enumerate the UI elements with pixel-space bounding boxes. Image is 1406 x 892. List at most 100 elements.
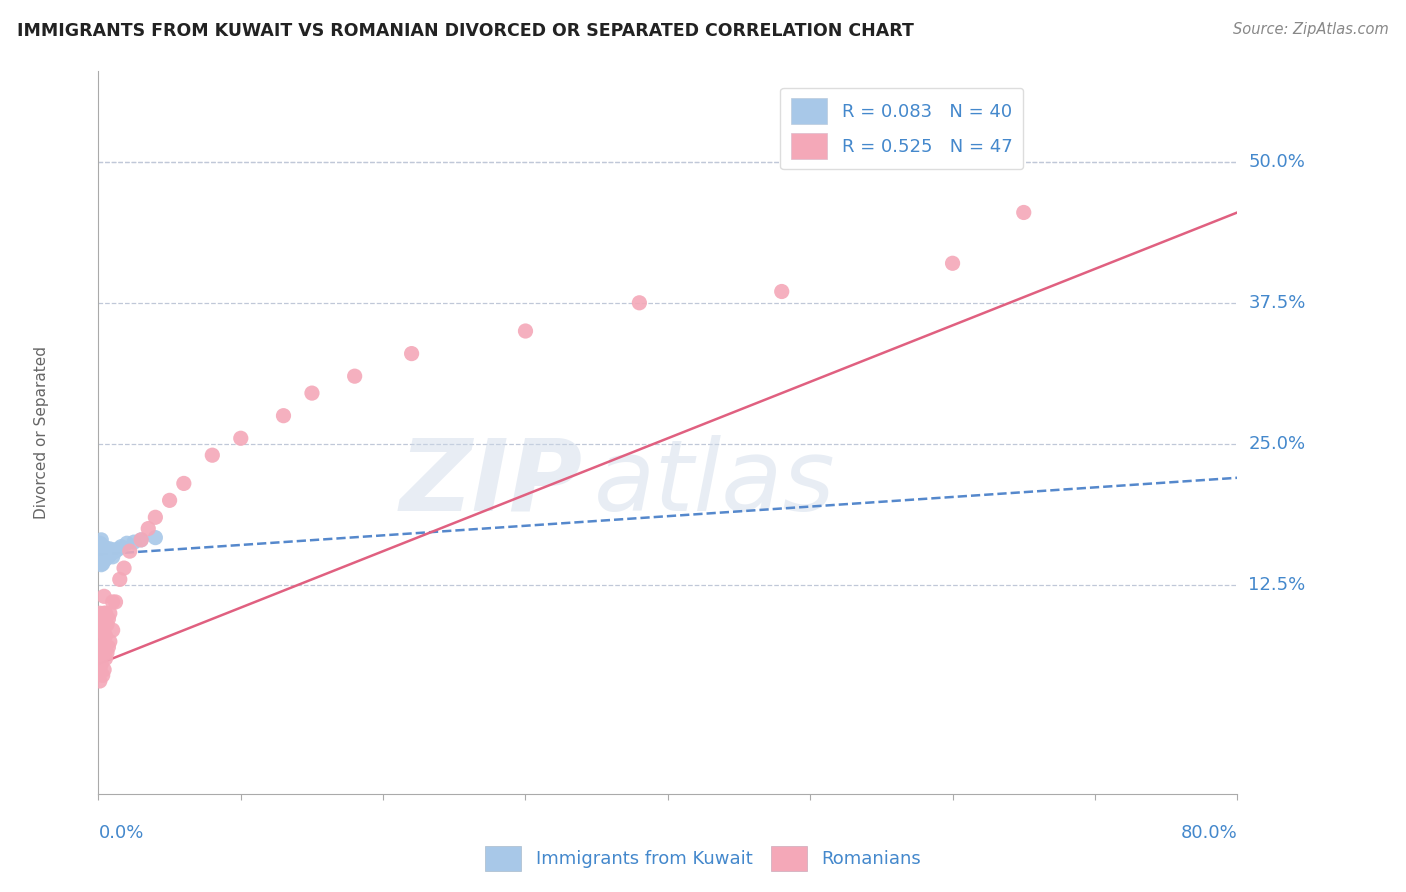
Point xyxy=(90,537,112,551)
Point xyxy=(94,651,117,665)
Point xyxy=(173,476,195,491)
Point xyxy=(515,324,537,338)
Text: 12.5%: 12.5% xyxy=(1249,576,1306,594)
Point xyxy=(89,607,111,621)
Point xyxy=(94,541,117,555)
Point xyxy=(159,493,181,508)
Point xyxy=(91,546,114,560)
Point xyxy=(98,607,121,621)
Point xyxy=(94,552,117,566)
Point xyxy=(89,541,111,555)
Point xyxy=(129,533,152,547)
Point xyxy=(93,663,115,677)
Point xyxy=(104,544,127,558)
Text: atlas: atlas xyxy=(593,434,835,532)
Point xyxy=(104,595,127,609)
Point xyxy=(91,646,114,660)
Point xyxy=(89,673,111,688)
Point xyxy=(90,558,112,572)
Point xyxy=(98,548,121,562)
Point xyxy=(101,543,124,558)
Point xyxy=(301,386,323,401)
Point xyxy=(91,557,114,571)
Point xyxy=(93,548,115,562)
Point xyxy=(89,556,111,570)
Point xyxy=(129,533,152,547)
Point xyxy=(91,541,114,555)
Point xyxy=(94,546,117,560)
Point xyxy=(145,531,167,545)
Point xyxy=(770,285,793,299)
Point xyxy=(122,535,145,549)
Point xyxy=(97,612,120,626)
Point xyxy=(89,548,111,562)
Point xyxy=(101,623,124,637)
Point xyxy=(98,541,121,556)
Point xyxy=(101,595,124,609)
Point xyxy=(97,640,120,654)
Point xyxy=(229,431,252,445)
Point xyxy=(100,546,122,560)
Text: 25.0%: 25.0% xyxy=(1249,435,1306,453)
Point xyxy=(96,544,118,558)
Point xyxy=(112,561,135,575)
Point xyxy=(96,549,118,564)
Point xyxy=(89,629,111,643)
Text: Source: ZipAtlas.com: Source: ZipAtlas.com xyxy=(1233,22,1389,37)
Point xyxy=(91,668,114,682)
Legend: Immigrants from Kuwait, Romanians: Immigrants from Kuwait, Romanians xyxy=(478,838,928,879)
Point xyxy=(90,623,112,637)
Point xyxy=(401,346,423,360)
Point xyxy=(93,553,115,567)
Text: 80.0%: 80.0% xyxy=(1181,824,1237,842)
Point xyxy=(628,295,651,310)
Point xyxy=(90,548,112,562)
Point xyxy=(942,256,965,270)
Point xyxy=(101,549,124,564)
Point xyxy=(94,607,117,621)
Point xyxy=(110,540,132,554)
Point xyxy=(273,409,295,423)
Point xyxy=(201,448,224,462)
Text: 37.5%: 37.5% xyxy=(1249,293,1306,312)
Point xyxy=(89,536,111,550)
Text: 0.0%: 0.0% xyxy=(98,824,143,842)
Text: IMMIGRANTS FROM KUWAIT VS ROMANIAN DIVORCED OR SEPARATED CORRELATION CHART: IMMIGRANTS FROM KUWAIT VS ROMANIAN DIVOR… xyxy=(17,22,914,40)
Point xyxy=(89,549,111,564)
Point xyxy=(343,369,366,384)
Point xyxy=(97,545,120,559)
Point xyxy=(97,549,120,564)
Point xyxy=(90,612,112,626)
Point xyxy=(115,536,138,550)
Point xyxy=(90,543,112,558)
Point xyxy=(90,657,112,671)
Point xyxy=(96,646,118,660)
Point xyxy=(91,617,114,632)
Point xyxy=(89,651,111,665)
Point xyxy=(1012,205,1035,219)
Point xyxy=(93,541,115,556)
Point xyxy=(90,533,112,547)
Point xyxy=(89,552,111,566)
Point xyxy=(90,640,112,654)
Point xyxy=(118,544,141,558)
Point xyxy=(93,590,115,604)
Point xyxy=(93,640,115,654)
Text: 50.0%: 50.0% xyxy=(1249,153,1305,170)
Point xyxy=(94,629,117,643)
Point xyxy=(89,663,111,677)
Text: ZIP: ZIP xyxy=(399,434,582,532)
Point xyxy=(98,634,121,648)
Point xyxy=(93,607,115,621)
Point xyxy=(89,544,111,558)
Point xyxy=(108,573,131,587)
Point xyxy=(91,552,114,566)
Text: Divorced or Separated: Divorced or Separated xyxy=(34,346,49,519)
Legend: R = 0.083   N = 40, R = 0.525   N = 47: R = 0.083 N = 40, R = 0.525 N = 47 xyxy=(780,87,1024,169)
Point xyxy=(145,510,167,524)
Point xyxy=(107,541,129,556)
Point xyxy=(90,552,112,566)
Point xyxy=(96,617,118,632)
Point xyxy=(136,522,159,536)
Point xyxy=(89,539,111,553)
